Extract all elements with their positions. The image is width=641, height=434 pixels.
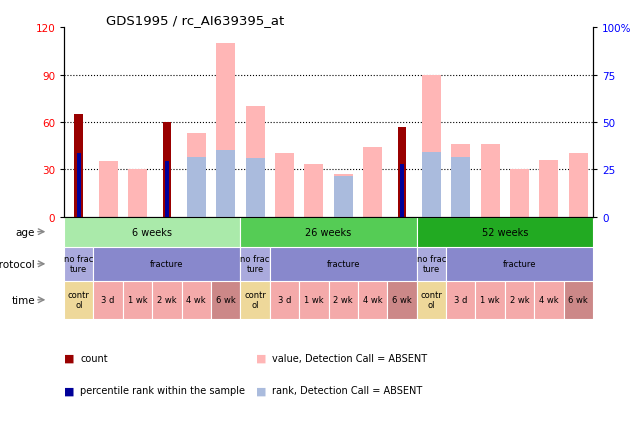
Text: ■: ■	[64, 353, 74, 363]
Bar	[534, 281, 563, 319]
Bar	[299, 281, 328, 319]
Text: 3 d: 3 d	[278, 296, 291, 305]
Bar	[270, 247, 417, 281]
Bar	[216, 151, 235, 217]
Text: 1 wk: 1 wk	[480, 296, 500, 305]
Bar	[422, 76, 441, 217]
Bar	[187, 157, 206, 217]
Bar	[163, 123, 171, 217]
Bar	[94, 247, 240, 281]
Bar	[64, 247, 94, 281]
Text: count: count	[80, 353, 108, 363]
Text: ■: ■	[256, 386, 267, 395]
Bar	[187, 134, 206, 217]
Bar	[417, 281, 446, 319]
Bar	[165, 162, 169, 217]
Bar	[400, 165, 404, 217]
Text: protocol: protocol	[0, 259, 35, 269]
Bar	[123, 281, 153, 319]
Text: 26 weeks: 26 weeks	[305, 227, 352, 237]
Bar	[539, 161, 558, 217]
Bar	[363, 148, 382, 217]
Bar	[304, 165, 323, 217]
Text: 3 d: 3 d	[101, 296, 115, 305]
Text: age: age	[15, 227, 35, 237]
Text: time: time	[12, 295, 35, 305]
Text: GDS1995 / rc_AI639395_at: GDS1995 / rc_AI639395_at	[106, 14, 285, 27]
Text: 4 wk: 4 wk	[539, 296, 559, 305]
Bar	[153, 281, 181, 319]
Bar	[181, 281, 211, 319]
Text: fracture: fracture	[326, 260, 360, 269]
Bar	[334, 174, 353, 217]
Bar	[481, 145, 499, 217]
Bar	[64, 217, 240, 247]
Text: 2 wk: 2 wk	[333, 296, 353, 305]
Text: fracture: fracture	[503, 260, 537, 269]
Bar	[211, 281, 240, 319]
Bar	[128, 170, 147, 217]
Bar	[476, 281, 505, 319]
Bar	[422, 152, 441, 217]
Bar	[446, 281, 476, 319]
Bar	[99, 162, 118, 217]
Text: ■: ■	[64, 386, 74, 395]
Bar	[569, 154, 588, 217]
Bar	[246, 159, 265, 217]
Bar	[417, 217, 593, 247]
Bar	[216, 44, 235, 217]
Text: 4 wk: 4 wk	[187, 296, 206, 305]
Bar	[334, 176, 353, 217]
Bar	[275, 154, 294, 217]
Text: 4 wk: 4 wk	[363, 296, 383, 305]
Text: 52 weeks: 52 weeks	[481, 227, 528, 237]
Bar	[240, 281, 270, 319]
Text: 1 wk: 1 wk	[304, 296, 324, 305]
Bar	[74, 115, 83, 217]
Bar	[270, 281, 299, 319]
Text: 6 wk: 6 wk	[569, 296, 588, 305]
Text: contr
ol: contr ol	[244, 291, 266, 309]
Bar	[64, 281, 94, 319]
Text: ■: ■	[256, 353, 267, 363]
Bar	[246, 107, 265, 217]
Bar	[417, 247, 446, 281]
Bar	[563, 281, 593, 319]
Text: 6 wk: 6 wk	[392, 296, 412, 305]
Text: 2 wk: 2 wk	[510, 296, 529, 305]
Bar	[451, 145, 470, 217]
Bar	[451, 157, 470, 217]
Bar	[446, 247, 593, 281]
Text: contr
ol: contr ol	[68, 291, 90, 309]
Text: no frac
ture: no frac ture	[240, 255, 270, 273]
Bar	[328, 281, 358, 319]
Bar	[94, 281, 123, 319]
Text: percentile rank within the sample: percentile rank within the sample	[80, 386, 245, 395]
Bar	[510, 170, 529, 217]
Text: 6 wk: 6 wk	[216, 296, 235, 305]
Bar	[240, 247, 270, 281]
Bar	[358, 281, 387, 319]
Bar	[397, 127, 406, 217]
Text: 3 d: 3 d	[454, 296, 467, 305]
Bar	[77, 154, 81, 217]
Text: 1 wk: 1 wk	[128, 296, 147, 305]
Text: contr
ol: contr ol	[420, 291, 442, 309]
Bar	[387, 281, 417, 319]
Text: 6 weeks: 6 weeks	[132, 227, 172, 237]
Text: no frac
ture: no frac ture	[64, 255, 94, 273]
Text: fracture: fracture	[150, 260, 184, 269]
Text: no frac
ture: no frac ture	[417, 255, 446, 273]
Bar	[505, 281, 534, 319]
Text: value, Detection Call = ABSENT: value, Detection Call = ABSENT	[272, 353, 428, 363]
Text: rank, Detection Call = ABSENT: rank, Detection Call = ABSENT	[272, 386, 422, 395]
Text: 2 wk: 2 wk	[157, 296, 177, 305]
Bar	[240, 217, 417, 247]
